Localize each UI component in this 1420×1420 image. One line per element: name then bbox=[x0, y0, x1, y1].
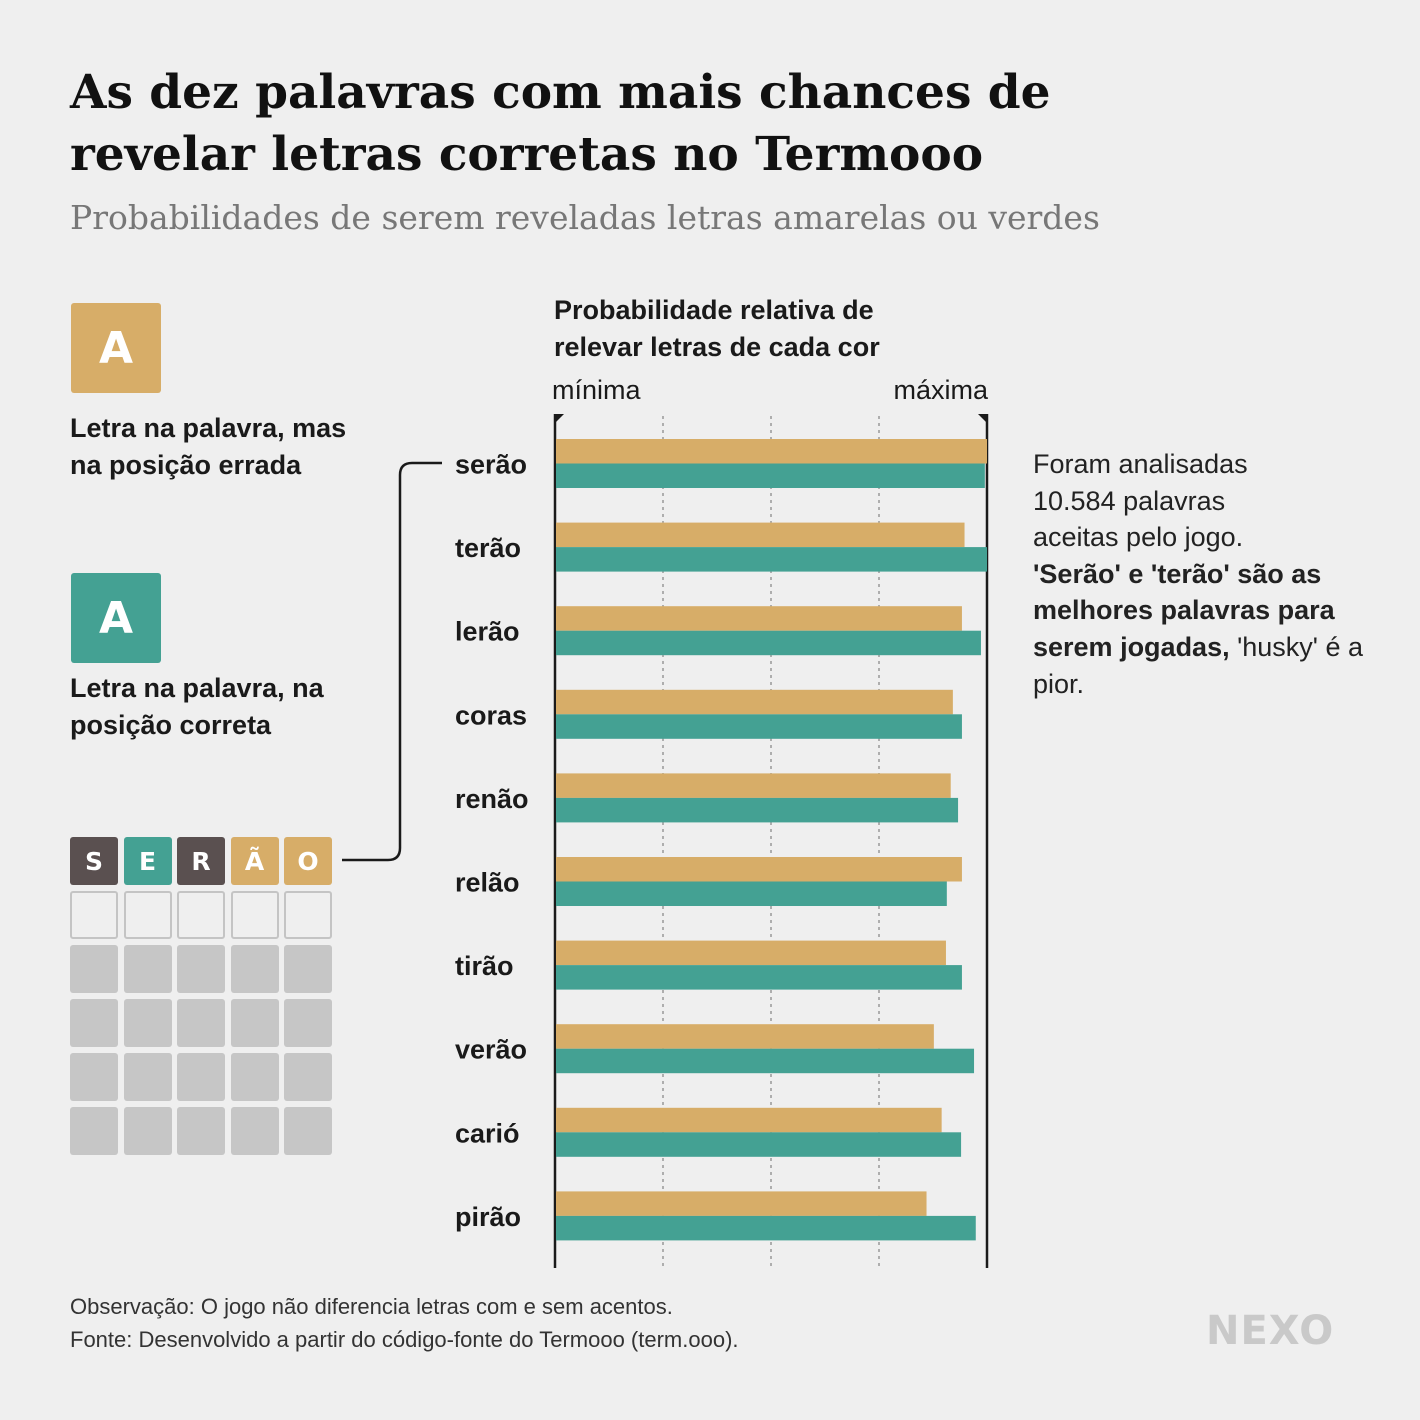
category-label: terão bbox=[455, 533, 521, 563]
green-bar bbox=[556, 1048, 975, 1074]
footer-observation: Observação: O jogo não diferencia letras… bbox=[70, 1294, 673, 1319]
green-bar bbox=[556, 463, 985, 488]
grid-empty-cell bbox=[70, 999, 118, 1047]
chart-axis-title-line1: Probabilidade relativa de bbox=[554, 295, 874, 325]
green-bar bbox=[556, 881, 947, 906]
category-label: tirão bbox=[455, 951, 514, 981]
category-label: serão bbox=[455, 450, 527, 480]
grid-empty-active-cell bbox=[70, 891, 118, 939]
category-label: renão bbox=[455, 784, 529, 814]
grid-empty-cell bbox=[284, 945, 332, 993]
grid-empty-cell bbox=[284, 999, 332, 1047]
footer-source: Fonte: Desenvolvido a partir do código-f… bbox=[70, 1327, 739, 1352]
chart-subtitle: Probabilidades de serem reveladas letras… bbox=[70, 198, 1100, 237]
scale-max-label: máxima bbox=[893, 375, 988, 405]
grid-empty-cell bbox=[284, 1107, 332, 1155]
yellow-bar bbox=[556, 1191, 927, 1216]
green-bar bbox=[556, 797, 959, 823]
category-label: coras bbox=[455, 700, 527, 730]
grid-empty-cell bbox=[177, 1107, 225, 1155]
green-bar bbox=[556, 630, 981, 656]
green-legend-letter: A bbox=[98, 592, 134, 644]
category-label: verão bbox=[455, 1035, 527, 1065]
green-bar bbox=[556, 1132, 962, 1157]
grid-empty-cell bbox=[230, 945, 279, 993]
grid-empty-cell bbox=[177, 999, 225, 1047]
grid-empty-cell bbox=[123, 999, 172, 1047]
axis-end-marker bbox=[978, 414, 987, 423]
green-bar bbox=[556, 547, 987, 572]
yellow-bar bbox=[556, 522, 965, 548]
yellow-bar bbox=[556, 606, 962, 631]
grid-empty-cell bbox=[70, 1107, 118, 1155]
chart-title: As dez palavras com mais chances de reve… bbox=[70, 65, 1051, 182]
grid-letter-tile: O bbox=[284, 837, 332, 885]
side-note: Foram analisadas 10.584 palavras aceitas… bbox=[1033, 446, 1373, 702]
note-end: 'husky' é a pior. bbox=[1033, 631, 1363, 699]
note-bold: 'Serão' e 'terão' são as melhores palavr… bbox=[1033, 558, 1335, 662]
chart-axis-title-line2: relevar letras de cada cor bbox=[554, 332, 880, 362]
yellow-bar bbox=[556, 940, 946, 966]
note-line3: aceitas pelo jogo. bbox=[1033, 522, 1244, 553]
green-bar bbox=[556, 965, 962, 990]
connector-line bbox=[342, 461, 442, 862]
green-bar bbox=[556, 714, 962, 739]
yellow-bar bbox=[556, 773, 951, 798]
scale-min-label: mínima bbox=[552, 375, 641, 405]
green-legend-tile: A bbox=[71, 573, 161, 663]
grid-empty-cell bbox=[123, 945, 172, 993]
grid-empty-active-cell bbox=[284, 891, 332, 939]
axis-end-marker bbox=[555, 414, 564, 423]
grid-empty-active-cell bbox=[123, 891, 172, 939]
category-label: lerão bbox=[455, 617, 520, 647]
grid-empty-cell bbox=[177, 945, 225, 993]
grid-letter-tile: S bbox=[70, 837, 118, 885]
yellow-legend-letter: A bbox=[98, 322, 134, 374]
grid-empty-cell bbox=[284, 1053, 332, 1101]
grid-letter-tile: R bbox=[177, 837, 225, 885]
grid-empty-cell bbox=[70, 945, 118, 993]
nexo-logo: NEXO bbox=[1206, 1308, 1335, 1354]
grid-empty-cell bbox=[177, 1053, 225, 1101]
yellow-legend-tile: A bbox=[71, 303, 161, 393]
yellow-bar bbox=[556, 1024, 934, 1049]
grid-empty-cell bbox=[230, 1053, 279, 1101]
grid-empty-cell bbox=[123, 1053, 172, 1101]
grid-letter-tile: Ã bbox=[230, 837, 279, 885]
grid-empty-active-cell bbox=[177, 891, 225, 939]
yellow-bar bbox=[556, 439, 987, 464]
green-legend-text: Letra na palavra, na posição correta bbox=[70, 673, 324, 740]
note-line2: 10.584 palavras bbox=[1033, 485, 1226, 516]
category-labels: serão terão lerão coras renão relão tirão verão… bbox=[455, 450, 529, 1232]
yellow-bar bbox=[556, 689, 953, 715]
bars-group bbox=[556, 439, 987, 1241]
category-label: relão bbox=[455, 868, 520, 898]
yellow-bar bbox=[556, 857, 962, 882]
category-label: pirão bbox=[455, 1202, 521, 1232]
yellow-bar bbox=[556, 1107, 942, 1133]
note-line1: Foram analisadas bbox=[1033, 449, 1248, 479]
green-bar bbox=[556, 1215, 976, 1241]
grid-letter-tile: E bbox=[123, 837, 172, 885]
grid-empty-cell bbox=[230, 999, 279, 1047]
grid-empty-cell bbox=[230, 1107, 279, 1155]
category-label: carió bbox=[455, 1118, 520, 1148]
grid-empty-cell bbox=[123, 1107, 172, 1155]
yellow-legend-text: Letra na palavra, mas na posição errada bbox=[70, 413, 347, 480]
grid-empty-active-cell bbox=[230, 891, 279, 939]
grid-empty-cell bbox=[70, 1053, 118, 1101]
